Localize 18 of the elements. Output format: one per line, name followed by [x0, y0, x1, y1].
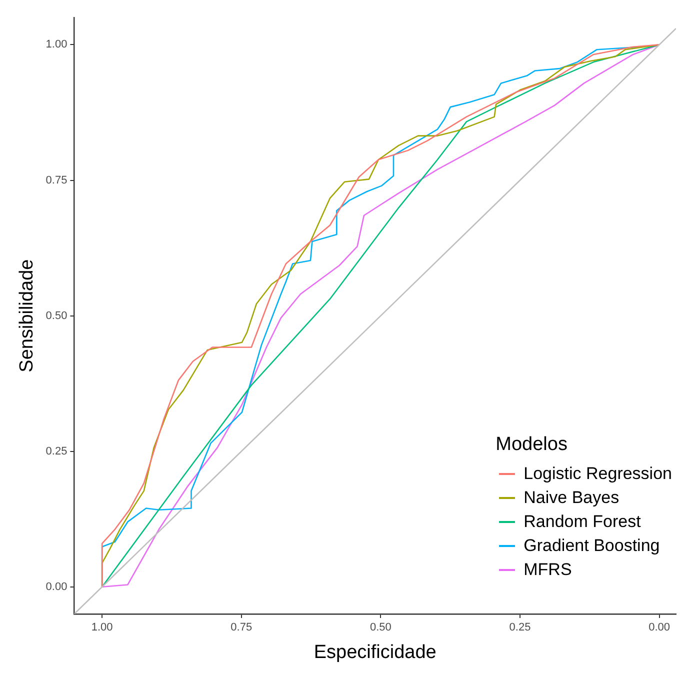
x-tick-label: 0.00 [648, 622, 670, 634]
legend-label: Naive Bayes [524, 488, 620, 508]
y-tick-label: 0.75 [46, 174, 68, 186]
y-tick-label: 1.00 [46, 38, 68, 51]
legend-label: MFRS [524, 560, 572, 580]
legend-label: Random Forest [524, 512, 641, 532]
y-axis-title: Sensibilidade [16, 259, 38, 372]
x-tick-label: 0.25 [509, 622, 531, 634]
y-tick-label: 0.25 [46, 445, 68, 458]
x-axis-title: Especificidade [314, 642, 436, 663]
x-tick-label: 0.75 [230, 622, 252, 634]
legend-title: Modelos [496, 434, 568, 456]
x-tick-label: 1.00 [91, 622, 113, 634]
y-tick-label: 0.00 [46, 580, 68, 593]
legend-label: Gradient Boosting [524, 536, 660, 556]
y-tick-label: 0.50 [46, 310, 68, 322]
x-tick-label: 0.50 [370, 622, 392, 634]
legend-label: Logistic Regression [524, 464, 672, 484]
